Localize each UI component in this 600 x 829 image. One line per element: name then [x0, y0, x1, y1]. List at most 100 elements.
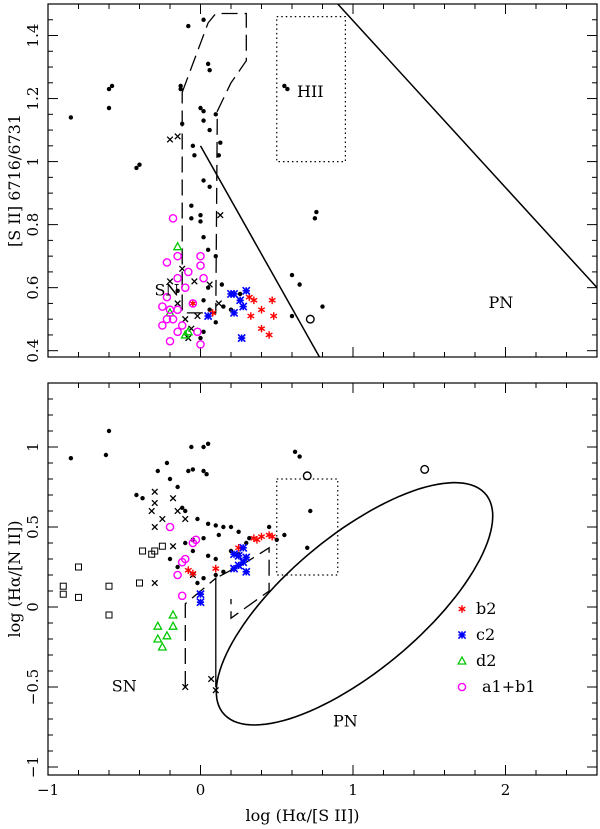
- data-point: [270, 312, 278, 320]
- data-point: [137, 162, 142, 167]
- data-point: [229, 308, 239, 318]
- data-point: [198, 219, 203, 224]
- data-point: [201, 108, 206, 114]
- data-point: [189, 299, 197, 308]
- data-point: [178, 265, 186, 273]
- data-point: [274, 537, 279, 542]
- data-point: [314, 209, 319, 215]
- data-point: [140, 496, 145, 501]
- data-point: [257, 305, 266, 314]
- data-point: [175, 484, 180, 490]
- hii-region-box: [276, 16, 346, 163]
- data-point: [166, 278, 174, 285]
- data-point: [168, 314, 178, 324]
- data-point: [180, 505, 185, 510]
- data-point: [205, 61, 211, 67]
- data-point: [213, 112, 218, 117]
- series-d2: [152, 609, 178, 651]
- data-point: [134, 492, 139, 498]
- y-axis-label: [S II] 6716/6731: [5, 114, 24, 247]
- data-point: [152, 620, 163, 630]
- region-label-hii: HII: [297, 82, 324, 101]
- data-point: [157, 641, 168, 651]
- data-point: [177, 557, 187, 567]
- data-point: [302, 471, 312, 481]
- data-point: [219, 282, 225, 287]
- data-point: [305, 314, 315, 324]
- data-point: [196, 251, 205, 261]
- data-point: [151, 547, 159, 555]
- data-point: [312, 216, 318, 221]
- data-point: [174, 300, 181, 307]
- y-tick-label: 1: [24, 157, 42, 167]
- data-point: [193, 327, 202, 337]
- data-point: [265, 331, 273, 339]
- data-point: [268, 296, 276, 305]
- data-point: [196, 590, 205, 599]
- data-point: [212, 564, 220, 573]
- data-point: [172, 241, 183, 251]
- data-point: [190, 548, 196, 554]
- data-point: [221, 304, 226, 309]
- series-a1-b1: [158, 214, 208, 349]
- data-point: [213, 572, 218, 578]
- y-tick-label: −0.5: [24, 669, 42, 705]
- data-point: [178, 83, 183, 89]
- data-point: [244, 540, 249, 546]
- data-point: [175, 288, 180, 294]
- data-point: [207, 67, 212, 73]
- data-point: [217, 211, 224, 219]
- data-point: [213, 523, 218, 528]
- series-open-squares: [59, 542, 166, 619]
- y-tick-label: 0.8: [24, 213, 42, 237]
- data-point: [155, 468, 160, 474]
- data-point: [178, 86, 183, 92]
- data-point: [180, 283, 190, 292]
- series-open: [302, 464, 430, 481]
- data-point: [205, 521, 211, 526]
- data-point: [198, 105, 203, 111]
- data-point: [201, 235, 206, 240]
- data-point: [234, 561, 243, 570]
- series-crosses: [148, 488, 220, 694]
- data-point: [162, 292, 172, 302]
- data-point: [162, 314, 172, 324]
- legend-entry-c2: c2: [457, 625, 495, 644]
- data-point: [189, 444, 194, 450]
- data-point: [198, 335, 203, 341]
- data-point: [218, 140, 223, 145]
- data-point: [189, 203, 194, 208]
- data-point: [165, 522, 175, 532]
- data-point: [289, 313, 295, 319]
- data-point: [207, 127, 212, 133]
- pn-boundary-line: [337, 4, 597, 289]
- data-point: [151, 488, 159, 496]
- data-point: [250, 296, 258, 305]
- data-point: [151, 523, 159, 531]
- data-point: [216, 532, 221, 538]
- series-a1-b1: [165, 522, 201, 601]
- data-point: [158, 321, 167, 330]
- data-point: [297, 454, 302, 459]
- plot-frame: [47, 3, 598, 358]
- data-point: [168, 214, 178, 223]
- data-point: [247, 536, 252, 541]
- x-tick-label: 2: [501, 781, 511, 799]
- legend-marker: [457, 630, 467, 640]
- data-point: [213, 556, 218, 562]
- data-point: [201, 468, 206, 474]
- data-point: [173, 570, 182, 580]
- data-point: [158, 302, 167, 311]
- data-point: [205, 247, 211, 253]
- plot-area: [68, 4, 597, 357]
- data-point: [190, 467, 196, 472]
- data-point: [173, 251, 182, 261]
- data-point: [268, 532, 276, 541]
- data-point: [68, 115, 74, 120]
- data-point: [201, 329, 206, 334]
- data-point: [201, 576, 206, 581]
- data-point: [59, 590, 67, 598]
- data-point: [159, 515, 166, 523]
- data-point: [196, 261, 205, 270]
